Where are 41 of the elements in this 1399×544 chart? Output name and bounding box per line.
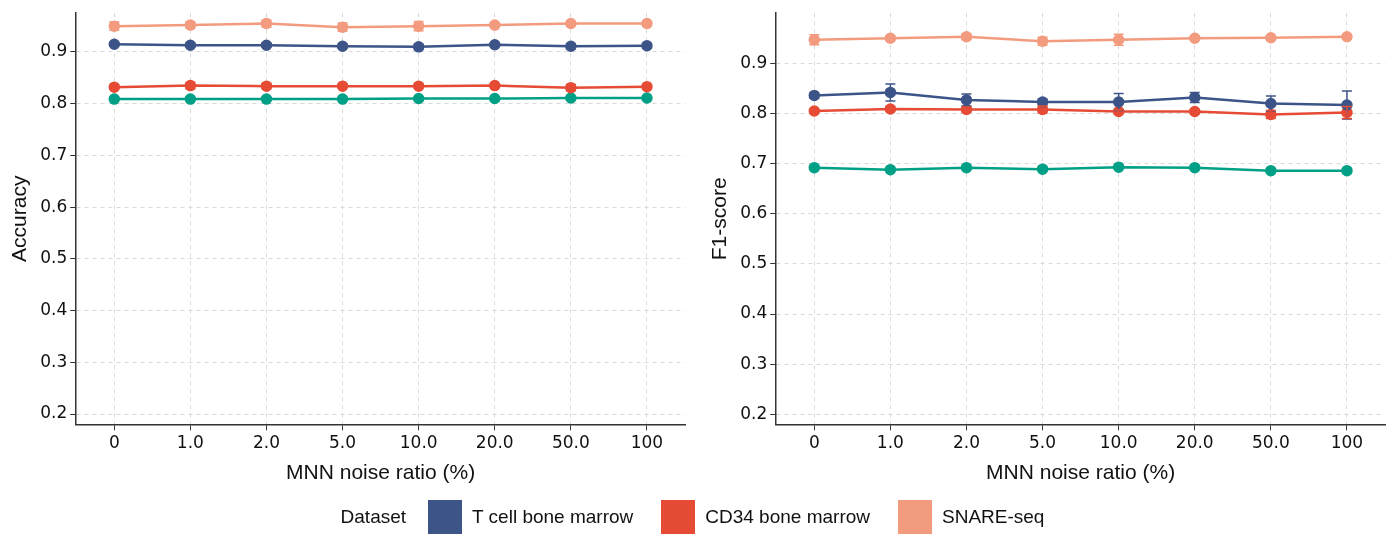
y-tick-label: 0.9 — [40, 40, 68, 61]
x-tick-label: 100 — [1330, 432, 1364, 453]
x-tick-label: 10.0 — [399, 432, 438, 453]
y-axis-title: F1-score — [707, 177, 731, 261]
y-tick-label: 0.9 — [740, 51, 768, 72]
x-axis-title: MNN noise ratio (%) — [286, 460, 476, 484]
x-tick-label: 5.0 — [1029, 432, 1057, 453]
y-tick-label: 0.5 — [40, 247, 68, 268]
x-tick-label: 100 — [630, 432, 664, 453]
x-tick-label: 5.0 — [329, 432, 357, 453]
x-tick-label: 2.0 — [252, 432, 280, 453]
x-tick-label: 50.0 — [551, 432, 590, 453]
y-tick-label: 0.6 — [740, 202, 768, 223]
x-tick-label: 10.0 — [1099, 432, 1138, 453]
y-tick-label: 0.4 — [40, 299, 68, 320]
y-tick-label: 0.3 — [740, 352, 768, 373]
legend-label: SNARE-seq — [942, 506, 1045, 528]
y-tick-label: 0.3 — [40, 350, 68, 371]
x-tick-label: 0 — [808, 432, 820, 453]
y-tick-label: 0.2 — [40, 402, 68, 423]
y-tick-label: 0.5 — [740, 252, 768, 273]
legend-label: T cell bone marrow — [472, 506, 634, 528]
x-tick-label: 1.0 — [176, 432, 204, 453]
y-tick-label: 0.6 — [40, 195, 68, 216]
y-tick-label: 0.2 — [740, 402, 768, 423]
x-axis-title: MNN noise ratio (%) — [986, 460, 1176, 484]
y-tick-label: 0.8 — [40, 92, 68, 113]
legend-label: CD34 bone marrow — [705, 506, 871, 528]
y-tick-label: 0.8 — [740, 101, 768, 122]
y-axis-title: Accuracy — [7, 175, 31, 262]
x-tick-label: 1.0 — [876, 432, 904, 453]
legend-title: Dataset — [340, 506, 407, 528]
y-tick-label: 0.7 — [740, 152, 768, 173]
x-tick-label: 20.0 — [1175, 432, 1214, 453]
y-tick-label: 0.7 — [40, 143, 68, 164]
x-tick-label: 2.0 — [952, 432, 980, 453]
y-tick-label: 0.4 — [740, 302, 768, 323]
x-tick-label: 50.0 — [1251, 432, 1290, 453]
x-tick-label: 20.0 — [475, 432, 514, 453]
x-tick-label: 0 — [108, 432, 120, 453]
point — [1112, 96, 1125, 108]
